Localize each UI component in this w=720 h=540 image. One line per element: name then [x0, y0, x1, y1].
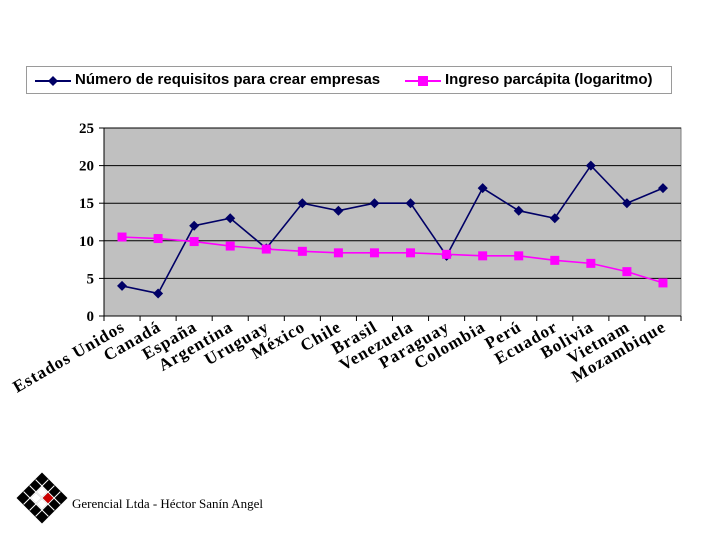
series-0-point-11 [513, 205, 524, 216]
series-1-point-0 [117, 232, 127, 242]
series-1-point-2 [189, 237, 199, 247]
series-0-point-15 [657, 183, 668, 194]
tick-label-y-4: 20 [79, 159, 94, 175]
series-0-point-3 [225, 213, 236, 224]
tick-label-y-2: 10 [79, 234, 94, 250]
series-1-point-13 [586, 258, 596, 268]
series-1-point-12 [550, 255, 560, 265]
legend-label-ingreso: Ingreso parcápita (logaritmo) [445, 71, 653, 88]
series-1-point-3 [225, 241, 235, 251]
series-0-point-5 [297, 198, 308, 209]
series-1-point-4 [261, 244, 271, 254]
series-line-1 [121, 236, 664, 284]
legend-label-requisitos: Número de requisitos para crear empresas [75, 71, 381, 88]
plot-area [103, 127, 682, 317]
series-line-0 [121, 164, 664, 295]
legend-swatch-requisitos [35, 76, 71, 86]
series-0-point-2 [189, 220, 200, 231]
series-1-point-7 [369, 248, 379, 258]
tick-label-y-3: 15 [79, 196, 94, 212]
series-1-point-1 [153, 234, 163, 244]
series-1-point-6 [333, 248, 343, 258]
tick-label-y-5: 25 [79, 121, 94, 137]
footer-credit: Gerencial Ltda - Héctor Sanín Angel [72, 496, 263, 511]
series-1-point-8 [406, 248, 416, 258]
legend-swatch-ingreso [405, 76, 441, 86]
series-0-point-7 [369, 198, 380, 209]
series-0-point-0 [117, 280, 128, 291]
company-logo [16, 472, 68, 524]
legend: Número de requisitos para crear empresas… [26, 66, 672, 94]
series-1-point-9 [442, 249, 452, 259]
tick-label-y-1: 5 [87, 271, 95, 287]
series-1-point-11 [514, 251, 524, 261]
series-1-point-14 [622, 267, 632, 277]
tick-label-y-0: 0 [87, 309, 95, 325]
series-1-point-10 [478, 251, 488, 261]
series-0-point-8 [405, 198, 416, 209]
series-0-point-1 [153, 288, 164, 299]
series-0-point-14 [621, 198, 632, 209]
series-0-point-13 [585, 160, 596, 171]
series-0-point-12 [549, 213, 560, 224]
series-1-point-5 [297, 246, 307, 256]
series-0-point-6 [333, 205, 344, 216]
series-0-point-10 [477, 183, 488, 194]
series-1-point-15 [658, 278, 668, 288]
